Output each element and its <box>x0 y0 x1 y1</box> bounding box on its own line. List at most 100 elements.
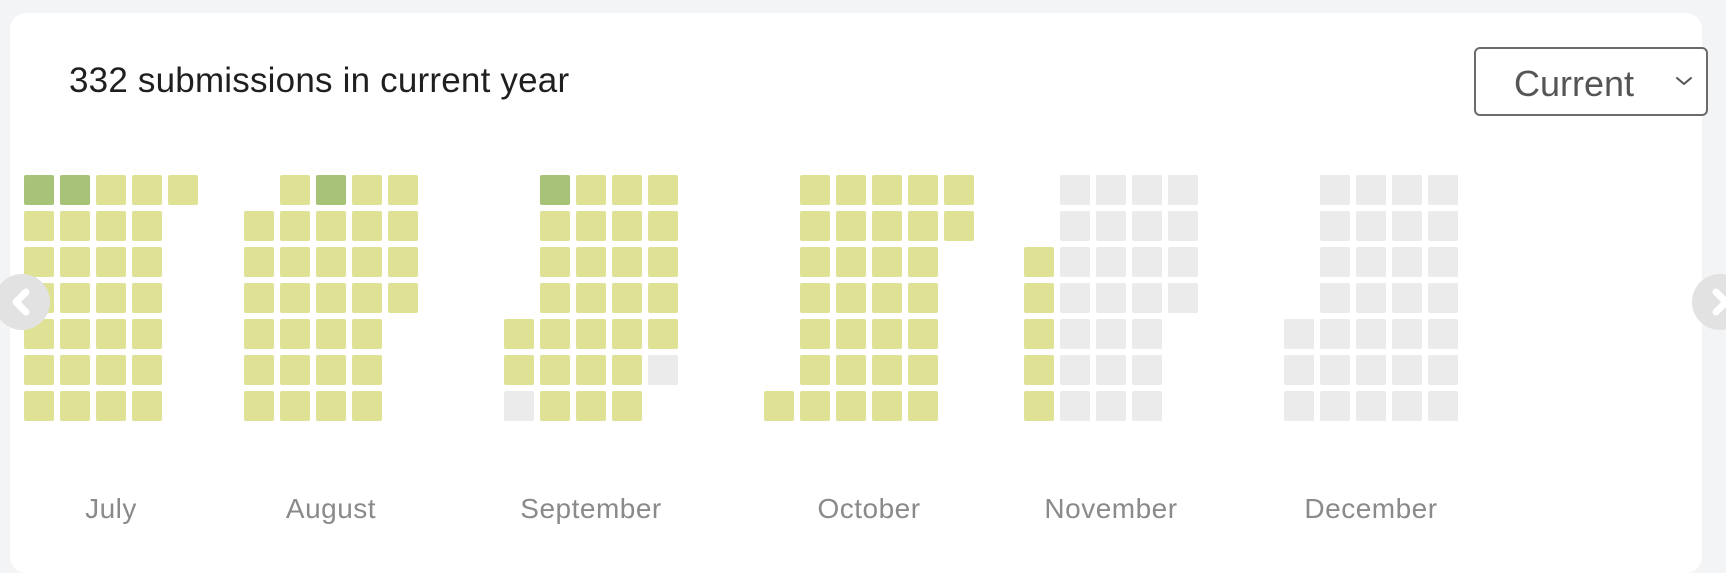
heatmap-cell[interactable] <box>352 283 382 313</box>
heatmap-cell[interactable] <box>576 247 606 277</box>
heatmap-cell[interactable] <box>836 391 866 421</box>
heatmap-cell[interactable] <box>96 175 126 205</box>
heatmap-cell[interactable] <box>280 175 310 205</box>
heatmap-cell[interactable] <box>316 247 346 277</box>
heatmap-cell[interactable] <box>388 247 418 277</box>
heatmap-cell[interactable] <box>612 319 642 349</box>
heatmap-cell[interactable] <box>60 175 90 205</box>
heatmap-cell[interactable] <box>1428 283 1458 313</box>
heatmap-cell[interactable] <box>352 391 382 421</box>
heatmap-cell[interactable] <box>1132 391 1162 421</box>
heatmap-cell[interactable] <box>96 355 126 385</box>
heatmap-cell[interactable] <box>1392 247 1422 277</box>
heatmap-cell[interactable] <box>908 355 938 385</box>
heatmap-cell[interactable] <box>352 319 382 349</box>
heatmap-cell[interactable] <box>836 319 866 349</box>
heatmap-cell[interactable] <box>1060 391 1090 421</box>
heatmap-cell[interactable] <box>908 283 938 313</box>
heatmap-cell[interactable] <box>132 211 162 241</box>
heatmap-cell[interactable] <box>244 319 274 349</box>
heatmap-cell[interactable] <box>244 355 274 385</box>
heatmap-cell[interactable] <box>800 211 830 241</box>
heatmap-cell[interactable] <box>60 283 90 313</box>
heatmap-cell[interactable] <box>872 283 902 313</box>
heatmap-cell[interactable] <box>1356 247 1386 277</box>
heatmap-cell[interactable] <box>24 391 54 421</box>
heatmap-cell[interactable] <box>1132 319 1162 349</box>
heatmap-cell[interactable] <box>764 391 794 421</box>
heatmap-cell[interactable] <box>1320 247 1350 277</box>
heatmap-cell[interactable] <box>1168 175 1198 205</box>
heatmap-cell[interactable] <box>60 355 90 385</box>
heatmap-cell[interactable] <box>316 175 346 205</box>
heatmap-cell[interactable] <box>800 355 830 385</box>
heatmap-cell[interactable] <box>1132 175 1162 205</box>
heatmap-cell[interactable] <box>60 319 90 349</box>
heatmap-cell[interactable] <box>1096 391 1126 421</box>
heatmap-cell[interactable] <box>800 175 830 205</box>
heatmap-cell[interactable] <box>24 247 54 277</box>
heatmap-cell[interactable] <box>168 175 198 205</box>
heatmap-cell[interactable] <box>800 319 830 349</box>
heatmap-cell[interactable] <box>944 175 974 205</box>
heatmap-cell[interactable] <box>540 319 570 349</box>
heatmap-cell[interactable] <box>1096 175 1126 205</box>
heatmap-cell[interactable] <box>1024 355 1054 385</box>
heatmap-cell[interactable] <box>244 283 274 313</box>
heatmap-cell[interactable] <box>1428 247 1458 277</box>
heatmap-cell[interactable] <box>1060 319 1090 349</box>
heatmap-cell[interactable] <box>540 211 570 241</box>
heatmap-cell[interactable] <box>800 283 830 313</box>
heatmap-cell[interactable] <box>540 247 570 277</box>
heatmap-cell[interactable] <box>1392 319 1422 349</box>
heatmap-cell[interactable] <box>504 391 534 421</box>
heatmap-cell[interactable] <box>800 247 830 277</box>
heatmap-cell[interactable] <box>1320 319 1350 349</box>
heatmap-cell[interactable] <box>648 175 678 205</box>
heatmap-cell[interactable] <box>352 355 382 385</box>
heatmap-cell[interactable] <box>1060 211 1090 241</box>
heatmap-cell[interactable] <box>908 391 938 421</box>
year-select[interactable]: Current <box>1474 47 1708 116</box>
next-button[interactable] <box>1692 274 1726 330</box>
heatmap-cell[interactable] <box>1284 391 1314 421</box>
heatmap-cell[interactable] <box>872 355 902 385</box>
heatmap-cell[interactable] <box>836 355 866 385</box>
heatmap-cell[interactable] <box>96 319 126 349</box>
heatmap-cell[interactable] <box>388 211 418 241</box>
heatmap-cell[interactable] <box>1392 175 1422 205</box>
heatmap-cell[interactable] <box>576 175 606 205</box>
heatmap-cell[interactable] <box>1356 211 1386 241</box>
heatmap-cell[interactable] <box>612 211 642 241</box>
heatmap-cell[interactable] <box>1428 355 1458 385</box>
heatmap-cell[interactable] <box>612 283 642 313</box>
heatmap-cell[interactable] <box>1096 211 1126 241</box>
heatmap-cell[interactable] <box>316 283 346 313</box>
heatmap-cell[interactable] <box>576 355 606 385</box>
heatmap-cell[interactable] <box>352 211 382 241</box>
heatmap-cell[interactable] <box>1392 211 1422 241</box>
heatmap-cell[interactable] <box>576 391 606 421</box>
heatmap-cell[interactable] <box>944 211 974 241</box>
heatmap-cell[interactable] <box>1428 319 1458 349</box>
heatmap-cell[interactable] <box>1096 247 1126 277</box>
prev-button[interactable] <box>0 274 50 330</box>
heatmap-cell[interactable] <box>1060 175 1090 205</box>
heatmap-cell[interactable] <box>352 175 382 205</box>
heatmap-cell[interactable] <box>872 391 902 421</box>
heatmap-cell[interactable] <box>1428 175 1458 205</box>
heatmap-cell[interactable] <box>24 175 54 205</box>
heatmap-cell[interactable] <box>244 247 274 277</box>
heatmap-cell[interactable] <box>1132 283 1162 313</box>
heatmap-cell[interactable] <box>1024 283 1054 313</box>
heatmap-cell[interactable] <box>1320 211 1350 241</box>
heatmap-cell[interactable] <box>1024 319 1054 349</box>
heatmap-cell[interactable] <box>1392 391 1422 421</box>
heatmap-cell[interactable] <box>1096 355 1126 385</box>
heatmap-cell[interactable] <box>1284 319 1314 349</box>
heatmap-cell[interactable] <box>540 391 570 421</box>
heatmap-cell[interactable] <box>872 247 902 277</box>
heatmap-cell[interactable] <box>504 319 534 349</box>
heatmap-cell[interactable] <box>908 175 938 205</box>
heatmap-cell[interactable] <box>316 211 346 241</box>
